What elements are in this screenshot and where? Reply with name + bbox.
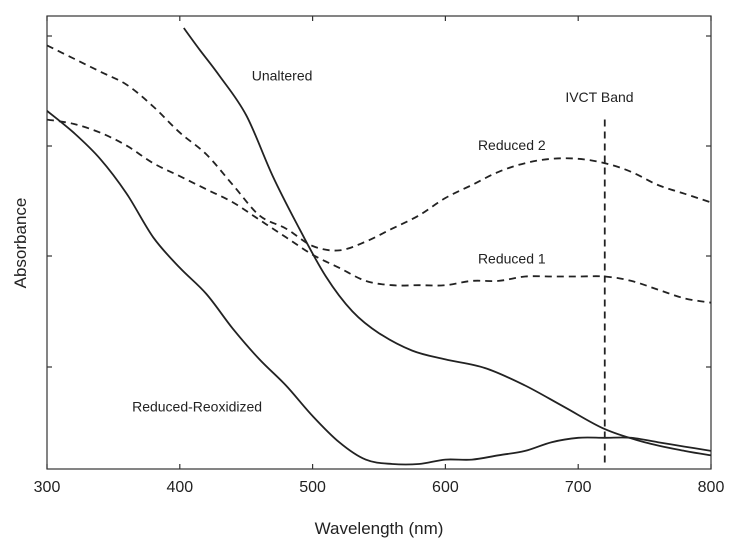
x-axis-ticks: 300 400 500 600 700 800: [34, 16, 725, 496]
x-tick-label: 600: [432, 479, 459, 496]
annotation-layer: Unaltered Reduced 2 Reduced 1 Reduced-Reoxi…: [132, 67, 634, 464]
x-tick-label: 700: [565, 479, 592, 496]
x-tick-label: 500: [299, 479, 326, 496]
plot-frame: [46, 15, 712, 470]
series-line-reduced-2: [47, 44, 711, 252]
annotation-reduced-1: Reduced 1: [478, 250, 546, 266]
x-tick-label: 300: [34, 479, 61, 496]
series-line-unaltered: [183, 27, 711, 457]
annotation-ivct-band: IVCT Band: [565, 89, 633, 105]
annotation-unaltered: Unaltered: [252, 67, 313, 83]
series-line-reduced-reoxidized: [47, 110, 711, 466]
annotation-reduced-reoxidized: Reduced-Reoxidized: [132, 399, 262, 415]
y-axis-ticks: [47, 35, 711, 368]
plot-area: [46, 15, 712, 470]
series-line-reduced-1: [47, 118, 711, 304]
x-tick-label: 400: [166, 479, 193, 496]
x-tick-label: 800: [698, 479, 725, 496]
y-axis-label: Absorbance: [11, 198, 30, 289]
series-layer: [47, 27, 711, 466]
x-axis-label: Wavelength (nm): [315, 519, 444, 538]
annotation-reduced-2: Reduced 2: [478, 137, 546, 153]
